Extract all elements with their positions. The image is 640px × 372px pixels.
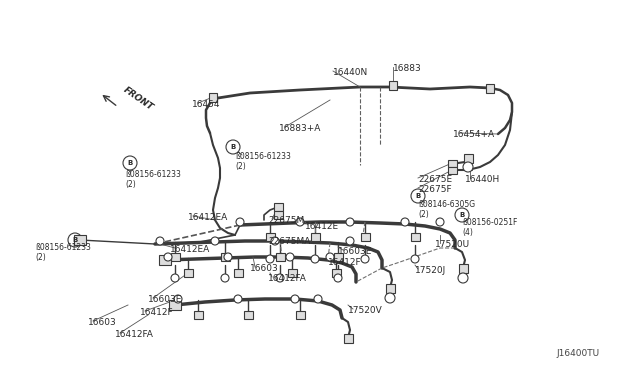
- Bar: [332, 269, 340, 277]
- Text: 16412EA: 16412EA: [188, 213, 228, 222]
- Text: 16440H: 16440H: [465, 175, 500, 184]
- Text: 16603: 16603: [88, 318, 116, 327]
- Text: 22675E: 22675E: [418, 175, 452, 184]
- Text: 16412FA: 16412FA: [268, 274, 307, 283]
- Bar: [266, 233, 275, 241]
- Bar: [169, 300, 181, 310]
- Circle shape: [291, 295, 299, 303]
- Bar: [360, 233, 369, 241]
- Text: 16454+A: 16454+A: [453, 130, 495, 139]
- Bar: [221, 253, 230, 261]
- Text: 16454: 16454: [192, 100, 221, 109]
- Text: 16412FA: 16412FA: [115, 330, 154, 339]
- Text: 17520V: 17520V: [348, 306, 383, 315]
- Text: 16603E: 16603E: [148, 295, 182, 304]
- Circle shape: [156, 237, 164, 245]
- Bar: [410, 233, 419, 241]
- Circle shape: [411, 189, 425, 203]
- Bar: [463, 154, 472, 163]
- Circle shape: [463, 162, 473, 172]
- Text: ß08146-6305G
(2): ß08146-6305G (2): [418, 200, 475, 219]
- Text: 16440N: 16440N: [333, 68, 368, 77]
- Bar: [447, 160, 456, 167]
- Circle shape: [171, 274, 179, 282]
- Bar: [486, 83, 494, 93]
- Text: 17520J: 17520J: [415, 266, 446, 275]
- Circle shape: [266, 255, 274, 263]
- Text: B: B: [230, 144, 236, 150]
- Circle shape: [385, 293, 395, 303]
- Circle shape: [174, 295, 182, 303]
- Bar: [447, 167, 456, 173]
- Circle shape: [334, 274, 342, 282]
- Bar: [184, 269, 193, 277]
- Text: 22675F: 22675F: [418, 185, 452, 194]
- Text: FRONT: FRONT: [122, 85, 156, 112]
- Text: 16603E: 16603E: [338, 247, 372, 256]
- Text: J16400TU: J16400TU: [557, 349, 600, 358]
- Text: ß08156-61233
(2): ß08156-61233 (2): [125, 170, 181, 189]
- Bar: [159, 255, 171, 265]
- Text: 16883: 16883: [393, 64, 422, 73]
- Circle shape: [346, 237, 354, 245]
- Text: 16412E: 16412E: [305, 222, 339, 231]
- Circle shape: [234, 295, 242, 303]
- Bar: [287, 269, 296, 277]
- Circle shape: [411, 255, 419, 263]
- Text: ß08156-0251F
(4): ß08156-0251F (4): [462, 218, 517, 237]
- Circle shape: [276, 274, 284, 282]
- Bar: [243, 311, 253, 319]
- Bar: [344, 334, 353, 343]
- Bar: [389, 80, 397, 90]
- Circle shape: [226, 140, 240, 154]
- Text: B: B: [415, 193, 420, 199]
- Text: ß08156-61233
(2): ß08156-61233 (2): [235, 152, 291, 171]
- Text: B: B: [127, 160, 132, 166]
- Bar: [275, 253, 285, 261]
- Text: 16412EA: 16412EA: [170, 245, 211, 254]
- Bar: [234, 269, 243, 277]
- Circle shape: [271, 237, 279, 245]
- Circle shape: [221, 274, 229, 282]
- Circle shape: [401, 218, 409, 226]
- Text: B: B: [72, 237, 77, 243]
- Bar: [333, 253, 342, 261]
- Text: 16412F: 16412F: [328, 258, 362, 267]
- Circle shape: [346, 218, 354, 226]
- Circle shape: [436, 218, 444, 226]
- Text: 16412F: 16412F: [140, 308, 173, 317]
- Circle shape: [286, 253, 294, 261]
- Bar: [170, 253, 179, 261]
- Text: 16603: 16603: [250, 264, 279, 273]
- Circle shape: [224, 253, 232, 261]
- Bar: [74, 235, 86, 245]
- Text: 22675M: 22675M: [268, 216, 304, 225]
- Text: B: B: [460, 212, 465, 218]
- Circle shape: [326, 253, 334, 261]
- Circle shape: [164, 253, 172, 261]
- Circle shape: [458, 273, 468, 283]
- Bar: [193, 311, 202, 319]
- Circle shape: [314, 295, 322, 303]
- Circle shape: [296, 218, 304, 226]
- Bar: [385, 283, 394, 292]
- Text: 16883+A: 16883+A: [279, 124, 321, 133]
- Bar: [310, 233, 319, 241]
- Bar: [273, 211, 282, 219]
- Circle shape: [211, 237, 219, 245]
- Text: 22675MA: 22675MA: [268, 237, 310, 246]
- Circle shape: [311, 255, 319, 263]
- Circle shape: [123, 156, 137, 170]
- Bar: [296, 311, 305, 319]
- Circle shape: [236, 218, 244, 226]
- Circle shape: [68, 233, 82, 247]
- Bar: [458, 263, 467, 273]
- Circle shape: [361, 255, 369, 263]
- Bar: [209, 93, 217, 102]
- Text: ß08156-61233
(2): ß08156-61233 (2): [35, 243, 91, 262]
- Bar: [273, 203, 282, 211]
- Circle shape: [455, 208, 469, 222]
- Text: 17520U: 17520U: [435, 240, 470, 249]
